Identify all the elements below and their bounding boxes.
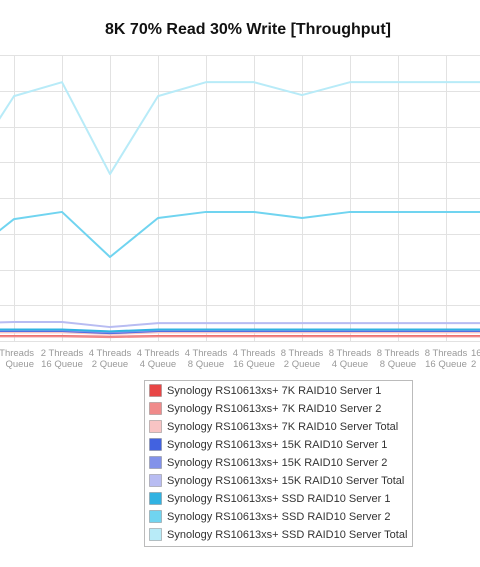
grid xyxy=(0,55,480,342)
legend-swatch xyxy=(149,420,162,433)
legend-swatch xyxy=(149,474,162,487)
x-tick-label: 4 Threads 4 Queue xyxy=(137,348,180,370)
legend-label: Synology RS10613xs+ 7K RAID10 Server Tot… xyxy=(167,421,398,433)
x-tick-label: 8 Threads 4 Queue xyxy=(329,348,372,370)
legend-label: Synology RS10613xs+ 15K RAID10 Server 1 xyxy=(167,439,387,451)
legend-label: Synology RS10613xs+ 7K RAID10 Server 1 xyxy=(167,385,381,397)
series-line xyxy=(0,81,480,176)
legend-label: Synology RS10613xs+ SSD RAID10 Server To… xyxy=(167,529,407,541)
series-line xyxy=(0,331,480,335)
legend-box xyxy=(144,380,413,547)
legend-label: Synology RS10613xs+ SSD RAID10 Server 1 xyxy=(167,493,390,505)
x-tick-label: Threads Queue xyxy=(0,348,34,370)
lines xyxy=(0,81,480,339)
x-tick-label: 4 Threads 2 Queue xyxy=(89,348,132,370)
legend-swatch xyxy=(149,456,162,469)
series-line xyxy=(0,321,480,329)
legend-swatch xyxy=(149,384,162,397)
series-line xyxy=(0,335,480,339)
legend-swatch xyxy=(149,402,162,415)
legend-swatch xyxy=(149,510,162,523)
x-tick-label: 8 Threads 8 Queue xyxy=(377,348,420,370)
x-tick-label: 8 Threads 2 Queue xyxy=(281,348,324,370)
legend-label: Synology RS10613xs+ 7K RAID10 Server 2 xyxy=(167,403,381,415)
x-tick-label: 16 2 xyxy=(471,348,480,370)
x-tick-label: 4 Threads 8 Queue xyxy=(185,348,228,370)
legend-label: Synology RS10613xs+ 15K RAID10 Server To… xyxy=(167,475,404,487)
x-tick-label: 4 Threads 16 Queue xyxy=(233,348,276,370)
series-line xyxy=(0,328,480,333)
legend-label: Synology RS10613xs+ SSD RAID10 Server 2 xyxy=(167,511,390,523)
legend-swatch xyxy=(149,492,162,505)
legend: Synology RS10613xs+ 7K RAID10 Server 1 Sy… xyxy=(149,384,407,541)
legend-swatch xyxy=(149,438,162,451)
x-tick-label: 8 Threads 16 Queue xyxy=(425,348,468,370)
series-line xyxy=(0,210,480,258)
chart-title: 8K 70% Read 30% Write [Throughput] xyxy=(105,21,391,38)
legend-label: Synology RS10613xs+ 15K RAID10 Server 2 xyxy=(167,457,387,469)
legend-swatch xyxy=(149,528,162,541)
x-tick-label: 2 Threads 16 Queue xyxy=(41,348,84,370)
